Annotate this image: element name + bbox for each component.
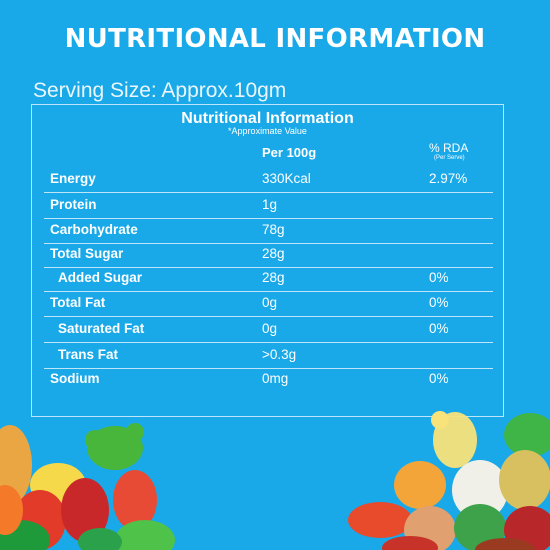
table-row: Energy 330Kcal 2.97% — [44, 168, 493, 193]
row-per100: 0g — [262, 295, 278, 310]
row-per100: 28g — [262, 246, 285, 261]
row-rda: 0% — [429, 270, 449, 285]
row-name: Saturated Fat — [58, 321, 145, 336]
row-name: Protein — [50, 197, 97, 212]
row-per100: 1g — [262, 197, 278, 212]
row-name: Total Fat — [50, 295, 106, 310]
row-name: Carbohydrate — [50, 222, 138, 237]
table-row: Saturated Fat 0g 0% — [44, 318, 493, 343]
row-rda: 0% — [429, 295, 449, 310]
gummy-bears-illustration — [0, 411, 550, 550]
nutrition-table: Nutritional Information *Approximate Val… — [31, 104, 504, 417]
page-heading: NUTRITIONAL INFORMATION — [64, 24, 486, 54]
row-per100: 28g — [262, 270, 285, 285]
row-per100: 0g — [262, 321, 278, 336]
row-name: Total Sugar — [50, 246, 124, 261]
column-header-rda-sub: (Per Serve) — [434, 155, 465, 161]
row-per100: 78g — [262, 222, 285, 237]
table-row: Total Sugar 28g — [44, 243, 493, 268]
table-title: Nutritional Information — [181, 110, 354, 127]
row-rda: 0% — [429, 371, 449, 386]
row-name: Sodium — [50, 371, 100, 386]
gummy-bear-right-group — [348, 411, 550, 550]
row-per100: 330Kcal — [262, 171, 311, 186]
row-name: Added Sugar — [58, 270, 143, 285]
table-row: Total Fat 0g 0% — [44, 292, 493, 317]
table-row: Sodium 0mg 0% — [44, 368, 493, 392]
serving-size: Serving Size: Approx.10gm — [33, 79, 287, 102]
row-name: Energy — [50, 171, 96, 186]
column-header-per100g: Per 100g — [262, 145, 317, 160]
gummy-bear-left-group — [0, 423, 175, 550]
row-per100: 0mg — [262, 371, 289, 386]
table-subtitle: *Approximate Value — [228, 126, 307, 136]
table-row: Trans Fat >0.3g — [44, 344, 493, 369]
row-rda: 2.97% — [429, 171, 468, 186]
row-rda: 0% — [429, 321, 449, 336]
table-row: Added Sugar 28g 0% — [44, 267, 493, 292]
table-row: Carbohydrate 78g — [44, 219, 493, 244]
row-per100: >0.3g — [262, 347, 297, 362]
column-header-rda: % RDA — [429, 141, 469, 155]
row-name: Trans Fat — [58, 347, 119, 362]
table-row: Protein 1g — [44, 194, 493, 219]
